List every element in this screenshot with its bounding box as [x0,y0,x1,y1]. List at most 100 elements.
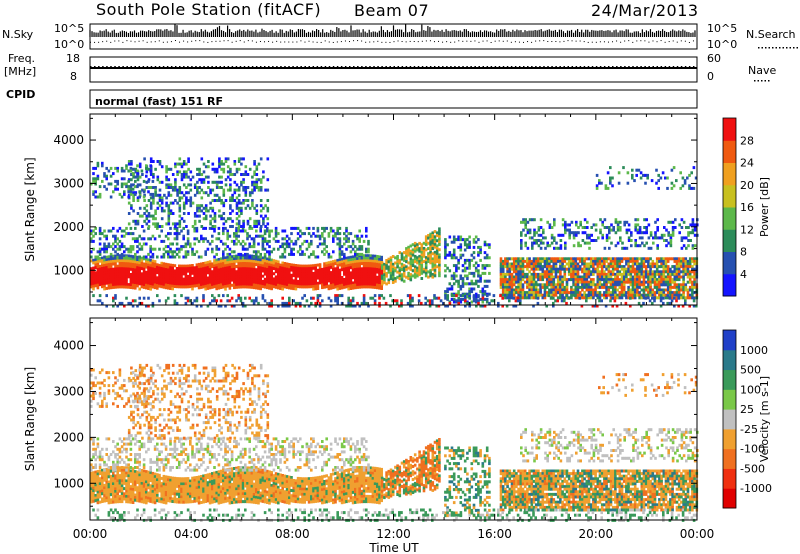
nave-dot [648,66,650,68]
heatmap-cell [105,279,108,283]
nave-dot [268,66,270,68]
nave-dot [369,66,371,68]
heatmap-cell [299,272,302,276]
nave-dot [470,66,472,68]
heatmap-cell [156,271,159,275]
heatmap-cell [334,262,337,266]
heatmap-cell [143,219,146,223]
heatmap-cell [252,273,256,277]
heatmap-cell [310,280,313,283]
heatmap-cell [259,225,263,228]
heatmap-cell [242,219,245,223]
heatmap-cell [107,276,111,280]
heatmap-cell [345,277,348,281]
heatmap-cell [103,271,106,275]
search-noise-dot [393,41,395,43]
heatmap-cell [112,190,115,194]
nave-dot [563,66,565,68]
heatmap-cell [224,160,228,163]
heatmap-cell [479,248,482,252]
heatmap-cell [332,237,335,241]
heatmap-cell [222,222,226,226]
heatmap-cell [136,279,139,283]
nave-dot [393,66,395,68]
heatmap-cell [340,268,344,272]
heatmap-cell [241,275,245,278]
heatmap-cell [208,281,212,285]
heatmap-cell [446,290,449,294]
heatmap-cell [316,268,320,272]
search-noise-dot [571,40,573,42]
heatmap-cell [332,286,335,290]
heatmap-cell [217,237,221,241]
heatmap-cell [314,263,317,267]
heatmap-cell [195,284,199,288]
heatmap-cell [147,199,151,202]
heatmap-cell [356,254,359,258]
heatmap-cell [184,285,188,289]
heatmap-cell [248,259,251,263]
heatmap-cell [134,284,137,287]
search-noise-dot [280,41,282,43]
heatmap-cell [237,283,240,286]
heatmap-cell [230,263,234,266]
heatmap-cell [107,286,111,290]
heatmap-cell [189,204,193,208]
search-noise-dot [531,41,533,43]
heatmap-cell [239,256,243,260]
heatmap-cell [125,262,128,266]
heatmap-cell [327,287,331,291]
heatmap-cell [266,257,269,261]
heatmap-cell [316,271,320,275]
heatmap-cell [217,276,221,280]
heatmap-cell [204,266,207,270]
heatmap-cell [472,287,476,291]
heatmap-cell [351,268,355,272]
heatmap-cell [261,269,265,273]
heatmap-cell [233,191,237,195]
heatmap-cell [314,266,317,270]
heatmap-cell [160,280,163,283]
nave-dot [624,66,626,68]
heatmap-cell [158,271,161,275]
heatmap-cell [367,250,370,254]
heatmap-cell [149,285,152,288]
heatmap-cell [338,271,342,275]
heatmap-cell [178,267,181,271]
heatmap-cell [239,262,243,266]
search-noise-dot [239,40,241,42]
heatmap-cell [239,282,243,286]
heatmap-cell [438,271,441,275]
heatmap-cell [354,250,357,254]
heatmap-cell [156,263,159,267]
heatmap-cell [167,178,171,182]
heatmap-cell [193,284,196,288]
heatmap-cell [167,214,171,218]
heatmap-cell [101,282,104,286]
heatmap-cell [156,206,160,210]
heatmap-cell [171,287,174,291]
heatmap-cell [151,252,155,256]
heatmap-cell [290,279,293,282]
heatmap-cell [158,269,161,273]
nave-dot [134,66,137,68]
heatmap-cell [244,242,247,246]
heatmap-cell [592,296,595,300]
nave-dot [316,66,319,68]
heatmap-cell [101,259,104,263]
search-noise-dot [563,40,565,42]
cpid-strip-frame [89,89,698,109]
nsearch-legend-dot [761,47,763,49]
heatmap-cell [138,274,141,278]
search-noise-dot [373,41,375,43]
heatmap-cell [96,260,100,264]
heatmap-cell [257,284,260,288]
heatmap-cell [598,280,602,284]
heatmap-cell [338,237,342,241]
heatmap-cell [138,258,141,262]
heatmap-cell [173,279,177,283]
heatmap-cell [180,269,183,273]
heatmap-cell [548,262,551,266]
heatmap-cell [288,278,291,282]
heatmap-cell [138,269,141,273]
